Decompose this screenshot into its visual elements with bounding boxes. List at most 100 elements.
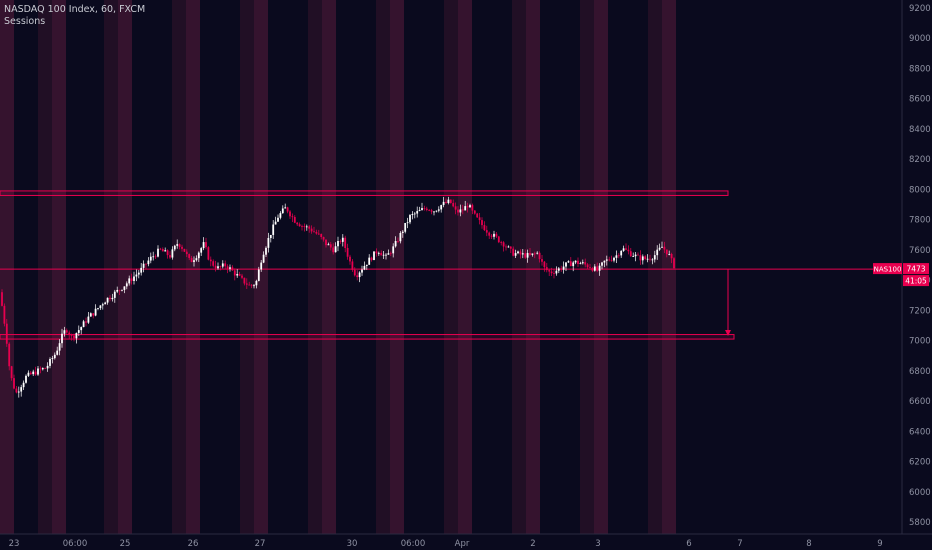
session-band xyxy=(172,0,186,534)
candle-body xyxy=(145,263,147,265)
candle-body xyxy=(382,254,385,256)
candle-body xyxy=(65,330,68,333)
candle-body xyxy=(478,217,481,221)
candle-body xyxy=(521,253,524,255)
candle-body xyxy=(75,332,78,339)
candle-body xyxy=(385,254,387,256)
candle-body xyxy=(555,270,558,274)
price-tick-label: 8600 xyxy=(909,95,931,105)
support-resistance-zones xyxy=(0,190,902,340)
candle-body xyxy=(327,244,330,246)
candle-body xyxy=(581,262,584,264)
candle-body xyxy=(457,209,459,213)
candle-body xyxy=(118,289,121,291)
candle-body xyxy=(593,266,596,271)
candle-body xyxy=(373,251,375,261)
candle-body xyxy=(507,246,510,248)
candle-series xyxy=(1,196,675,398)
price-tick-label: 8400 xyxy=(909,125,931,135)
candle-body xyxy=(221,263,224,267)
candle-body xyxy=(459,209,462,213)
candle-body xyxy=(389,253,392,255)
candle-body xyxy=(649,258,651,260)
candle-body xyxy=(553,273,555,275)
candle-body xyxy=(80,327,83,331)
candle-body xyxy=(603,260,606,263)
candle-body xyxy=(656,249,659,256)
session-band xyxy=(648,0,662,534)
candle-body xyxy=(337,241,339,247)
candle-body xyxy=(149,256,152,261)
candle-body xyxy=(157,248,159,257)
candle-body xyxy=(147,260,150,265)
candle-body xyxy=(171,249,174,258)
time-tick-label: 6 xyxy=(686,539,691,549)
session-band xyxy=(0,0,14,534)
candle-body xyxy=(610,260,613,262)
candle-body xyxy=(39,368,42,370)
session-band xyxy=(322,0,336,534)
candle-body xyxy=(214,265,217,269)
candle-body xyxy=(281,208,284,214)
candle-body xyxy=(212,261,215,266)
candle-body xyxy=(541,259,543,262)
candle-body xyxy=(37,368,39,375)
candle-body xyxy=(567,261,570,263)
candle-body xyxy=(178,244,181,247)
candle-body xyxy=(233,270,236,276)
candle-body xyxy=(20,387,23,392)
session-band xyxy=(240,0,254,534)
candle-body xyxy=(243,277,246,284)
candle-body xyxy=(413,213,416,215)
candle-body xyxy=(639,255,642,261)
price-tick-label: 7200 xyxy=(909,306,931,316)
candle-body xyxy=(15,388,18,393)
candle-body xyxy=(272,224,275,235)
candle-body xyxy=(63,330,66,334)
candle-body xyxy=(267,237,270,248)
candle-body xyxy=(226,266,229,269)
candle-body xyxy=(1,292,3,306)
price-tick-label: 8000 xyxy=(909,185,931,195)
price-tick-label: 6000 xyxy=(909,488,931,498)
candle-body xyxy=(334,246,337,253)
candle-body xyxy=(159,248,162,250)
candle-body xyxy=(615,255,618,258)
candle-body xyxy=(217,266,219,269)
countdown-badge-value: 41:05 xyxy=(905,277,927,286)
candle-body xyxy=(3,305,6,324)
candle-body xyxy=(495,233,498,237)
candle-body xyxy=(476,213,479,218)
symbol-title[interactable]: NASDAQ 100 Index, 60, FXCM xyxy=(4,4,146,15)
time-tick-label: 25 xyxy=(120,539,131,549)
candle-body xyxy=(454,206,457,210)
candle-body xyxy=(591,267,594,271)
chart-legend: NASDAQ 100 Index, 60, FXCM Sessions xyxy=(4,4,145,28)
price-tick-label: 9200 xyxy=(909,4,931,14)
candle-body xyxy=(27,372,30,376)
candle-body xyxy=(533,253,536,255)
candle-body xyxy=(586,264,589,268)
candle-body xyxy=(473,210,476,214)
last-price-badge: NAS100 7473 41:05 xyxy=(873,263,929,287)
symbol-badge-bg xyxy=(873,263,902,275)
indicator-label[interactable]: Sessions xyxy=(4,16,46,27)
candle-body xyxy=(488,232,491,236)
candle-body xyxy=(274,221,277,225)
candle-body xyxy=(392,246,395,254)
candle-body xyxy=(370,257,373,261)
candle-body xyxy=(601,262,603,266)
candle-body xyxy=(425,208,428,210)
candle-body xyxy=(106,297,109,303)
candle-body xyxy=(471,205,474,211)
candle-body xyxy=(49,359,51,366)
candle-body xyxy=(22,382,25,388)
candle-body xyxy=(663,246,666,250)
candle-body xyxy=(430,210,433,212)
time-tick-label: 7 xyxy=(737,539,742,549)
time-axis[interactable]: 23 06:00 25 26 27 30 06:00 Apr 2 3 6 7 8 9 xyxy=(9,539,883,549)
candle-body xyxy=(368,257,371,265)
candle-body xyxy=(406,222,409,224)
candle-body xyxy=(56,350,59,355)
